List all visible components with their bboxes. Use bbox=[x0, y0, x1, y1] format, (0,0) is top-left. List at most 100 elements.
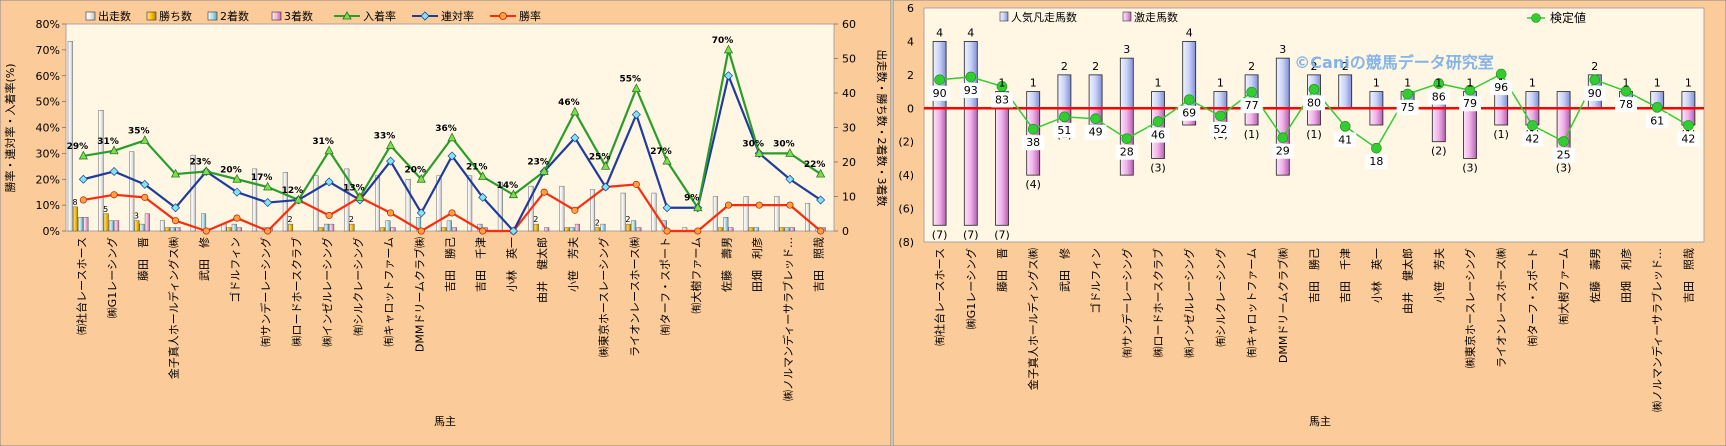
chart2-point-check bbox=[1683, 120, 1694, 131]
chart1-place-rate-label: 23% bbox=[189, 157, 211, 167]
chart2-check-label: 28 bbox=[1120, 146, 1134, 159]
chart1-bar-runs bbox=[774, 196, 780, 232]
chart2-bar-popular bbox=[1338, 74, 1353, 109]
chart2-category-label: 由井 健太郎 bbox=[1401, 248, 1415, 314]
chart1-place-rate-label: 20% bbox=[405, 165, 427, 175]
chart1-bar-thirds bbox=[144, 213, 150, 232]
chart1-point-win-rate bbox=[417, 227, 425, 235]
chart1-category-label: ㈲社台レースホース bbox=[74, 237, 88, 335]
chart1-bar-seconds bbox=[139, 223, 145, 232]
chart1-point-quinella-rate bbox=[601, 182, 611, 192]
legend-swatch-runs bbox=[85, 11, 96, 21]
legend-swatch-wins bbox=[146, 11, 157, 21]
chart2-bar-longshot bbox=[1431, 107, 1446, 143]
chart2-category-label: ㈲サンデーレーシング bbox=[1120, 248, 1134, 358]
chart1-y2tick-label: 30 bbox=[842, 122, 856, 135]
chart2-ytick-label: 6 bbox=[907, 2, 914, 15]
chart2-longshot-label: (7) bbox=[932, 228, 948, 241]
chart1-point-win-rate bbox=[540, 188, 548, 196]
chart2-check-label-bg bbox=[1583, 85, 1606, 101]
chart1-point-place-rate bbox=[570, 106, 580, 116]
chart2-check-label: 51 bbox=[1057, 124, 1071, 137]
chart1-point-place-rate bbox=[263, 181, 273, 191]
chart1-category-label: DMMドリームクラブ㈱ bbox=[412, 237, 426, 352]
chart1-place-rate-label: 36% bbox=[435, 124, 457, 134]
chart1-bar-seconds bbox=[231, 223, 237, 232]
chart2-category-label: ㈲シルクレーシング bbox=[1213, 248, 1227, 347]
chart1-category-label: ㈲シルクレーシング bbox=[351, 237, 365, 336]
chart1-point-quinella-rate bbox=[723, 71, 733, 81]
chart1-point-place-rate bbox=[324, 145, 334, 155]
chart2-point-check bbox=[1620, 85, 1632, 97]
chart2-check-label: 77 bbox=[1245, 99, 1259, 112]
chart1-ytick-label: 10% bbox=[36, 199, 60, 212]
chart2-category-label: ゴドルフィン bbox=[1089, 248, 1103, 314]
chart2-point-check bbox=[1183, 94, 1195, 106]
chart2-longshot-label: (2) bbox=[1431, 145, 1447, 158]
chart2-popular-label: 1 bbox=[1529, 77, 1536, 90]
chart2-popular-label: 1 bbox=[1404, 77, 1411, 90]
chart1-place-rate-label: 9% bbox=[684, 194, 699, 204]
chart1-bar-wins bbox=[564, 227, 570, 232]
chart1-point-place-rate bbox=[170, 168, 181, 178]
legend-label-quinella-rate: 連対率 bbox=[441, 9, 474, 23]
chart2-check-label-bg bbox=[1147, 127, 1169, 143]
chart2-check-label: 90 bbox=[933, 87, 947, 100]
chart2-point-check bbox=[1152, 116, 1164, 127]
chart2-bar-popular bbox=[1057, 74, 1072, 109]
chart2-check-label: 75 bbox=[1401, 101, 1415, 114]
chart1-point-quinella-rate bbox=[109, 166, 119, 176]
chart1-bar-runs bbox=[467, 175, 473, 232]
chart1-bar-runs bbox=[559, 185, 565, 232]
chart2-point-check bbox=[1339, 121, 1351, 132]
chart2-bar-popular bbox=[1213, 91, 1228, 109]
chart1-point-place-rate bbox=[78, 150, 88, 160]
chart1-place-rate-label: 12% bbox=[282, 186, 304, 196]
chart1-point-win-rate bbox=[233, 214, 241, 222]
legend-marker-win-rate bbox=[499, 12, 507, 20]
chart2-point-check bbox=[1433, 78, 1445, 89]
chart1-bar-wins bbox=[441, 227, 447, 232]
chart2-category-label: DMMドリームクラブ㈱ bbox=[1276, 248, 1290, 363]
chart1-place-rate-label: 30% bbox=[742, 139, 764, 149]
chart1-point-place-rate bbox=[539, 166, 549, 175]
chart1-point-quinella-rate bbox=[78, 174, 88, 184]
chart1-ytick-label: 50% bbox=[36, 96, 60, 109]
chart1-point-quinella-rate bbox=[140, 179, 150, 189]
chart1-ytick-label: 70% bbox=[36, 44, 60, 57]
chart1-bar-seconds bbox=[323, 223, 329, 232]
chart1-place-rate-label: 70% bbox=[712, 36, 734, 46]
chart1-ytick-label: 60% bbox=[36, 70, 60, 83]
chart1-bar-wins bbox=[72, 206, 78, 232]
chart2-point-check bbox=[1059, 111, 1070, 123]
chart1-point-place-rate bbox=[816, 168, 826, 178]
chart1-xlabel: 馬主 bbox=[434, 415, 456, 428]
chart1-bar-runs bbox=[67, 41, 73, 232]
chart1-bar-thirds bbox=[236, 227, 242, 232]
chart1-y2tick-label: 0 bbox=[842, 225, 849, 238]
legend-label-thirds: 3着数 bbox=[284, 9, 313, 23]
chart1-y2tick-label: 40 bbox=[842, 87, 856, 100]
chart2-popular-label: 3 bbox=[1123, 43, 1130, 56]
chart2-point-check bbox=[1121, 133, 1133, 144]
chart1-category-label: 佐藤 壽男 bbox=[719, 237, 733, 292]
chart2-check-label-bg bbox=[1271, 143, 1294, 159]
chart2-ytick-label: (8) bbox=[898, 236, 914, 249]
chart2-bar-popular bbox=[1026, 91, 1041, 109]
chart1-bar-seconds bbox=[631, 220, 637, 232]
chart2-category-label: 小林 英一 bbox=[1369, 248, 1383, 303]
chart2-category-label: ㈱東京ホースレーシング bbox=[1463, 248, 1477, 368]
chart2-check-label: 93 bbox=[964, 84, 978, 97]
chart1-category-label: 由井 健太郎 bbox=[535, 237, 549, 303]
chart1-bar-runs bbox=[590, 189, 596, 232]
chart2-category-label: 田畑 利彦 bbox=[1619, 248, 1633, 303]
chart1-point-place-rate bbox=[601, 161, 611, 170]
chart1-ytick-label: 20% bbox=[36, 173, 60, 186]
legend-label-seconds: 2着数 bbox=[220, 9, 249, 23]
chart2-point-check bbox=[1651, 102, 1663, 113]
chart1-point-quinella-rate bbox=[662, 203, 672, 213]
chart1-bar-seconds bbox=[723, 216, 729, 232]
chart1-point-win-rate bbox=[694, 227, 702, 235]
chart1-y2tick-label: 50 bbox=[842, 53, 856, 66]
